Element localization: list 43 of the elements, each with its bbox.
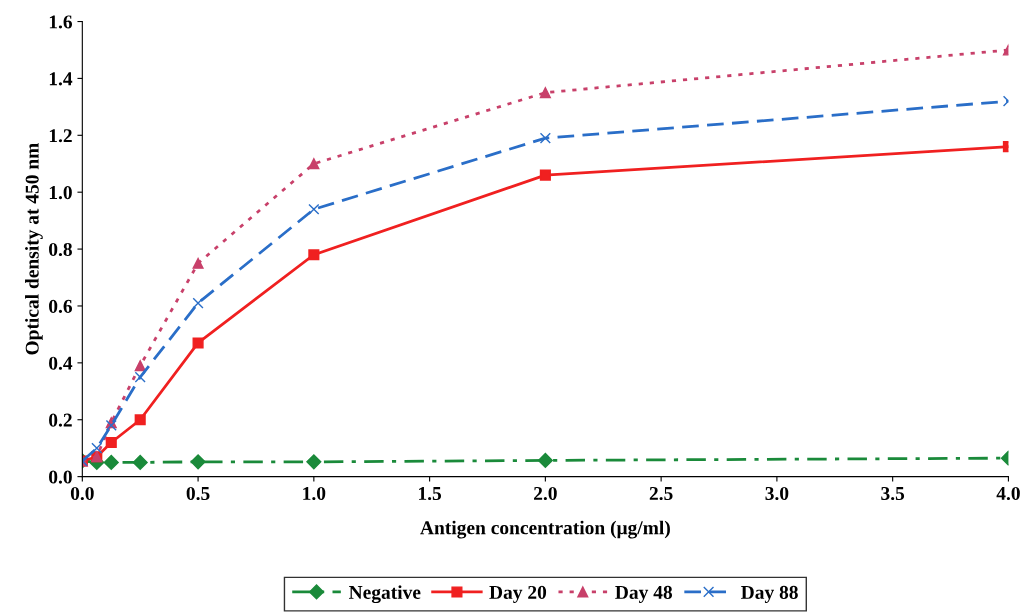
x-tick-label: 0.0 [70, 486, 94, 501]
x-tick-label: 1.5 [419, 487, 442, 501]
x-tick-label: 4.0 [996, 486, 1020, 501]
y-tick-label: 0.2 [49, 413, 72, 427]
point [103, 454, 119, 470]
y-tick-label: 0.0 [49, 470, 72, 484]
y-tick-label: 0.8 [49, 242, 72, 257]
y-tick-label: 1.2 [49, 129, 72, 143]
x-tick-label: 1.0 [303, 486, 326, 501]
point [134, 414, 146, 426]
point [190, 454, 206, 470]
point [134, 371, 146, 383]
point [134, 360, 146, 372]
y-axis-title: Optical density at 450 nm [25, 143, 43, 355]
x-tick-label: 3.0 [765, 486, 789, 501]
point [537, 452, 553, 468]
x-tick-label: 3.5 [881, 486, 905, 501]
x-tick-label: 2.5 [649, 486, 673, 501]
point [308, 249, 320, 261]
y-tick-label: 1.0 [49, 186, 72, 200]
point [308, 158, 320, 170]
y-tick-label: 0.6 [49, 299, 73, 313]
legend-label: Day 88 [741, 585, 798, 603]
point [132, 454, 148, 470]
point [105, 436, 117, 449]
point [192, 257, 204, 269]
point [539, 87, 551, 99]
y-tick-label: 1.6 [49, 15, 73, 29]
legend-label: Day 48 [615, 585, 673, 603]
point [192, 337, 204, 349]
point [308, 203, 320, 215]
point [539, 169, 551, 181]
x-tick-label: 0.5 [186, 486, 210, 501]
point [306, 454, 322, 470]
point [539, 132, 551, 144]
y-tick-label: 0.4 [49, 356, 73, 370]
legend-label: Negative [348, 585, 421, 604]
point [91, 442, 103, 454]
legend-label: Day 20 [489, 585, 547, 603]
x-tick-label: 2.0 [534, 486, 557, 501]
x-axis-title: Antigen concentration (μg/ml) [420, 520, 670, 539]
point [192, 297, 204, 309]
y-tick-label: 1.4 [49, 72, 73, 86]
